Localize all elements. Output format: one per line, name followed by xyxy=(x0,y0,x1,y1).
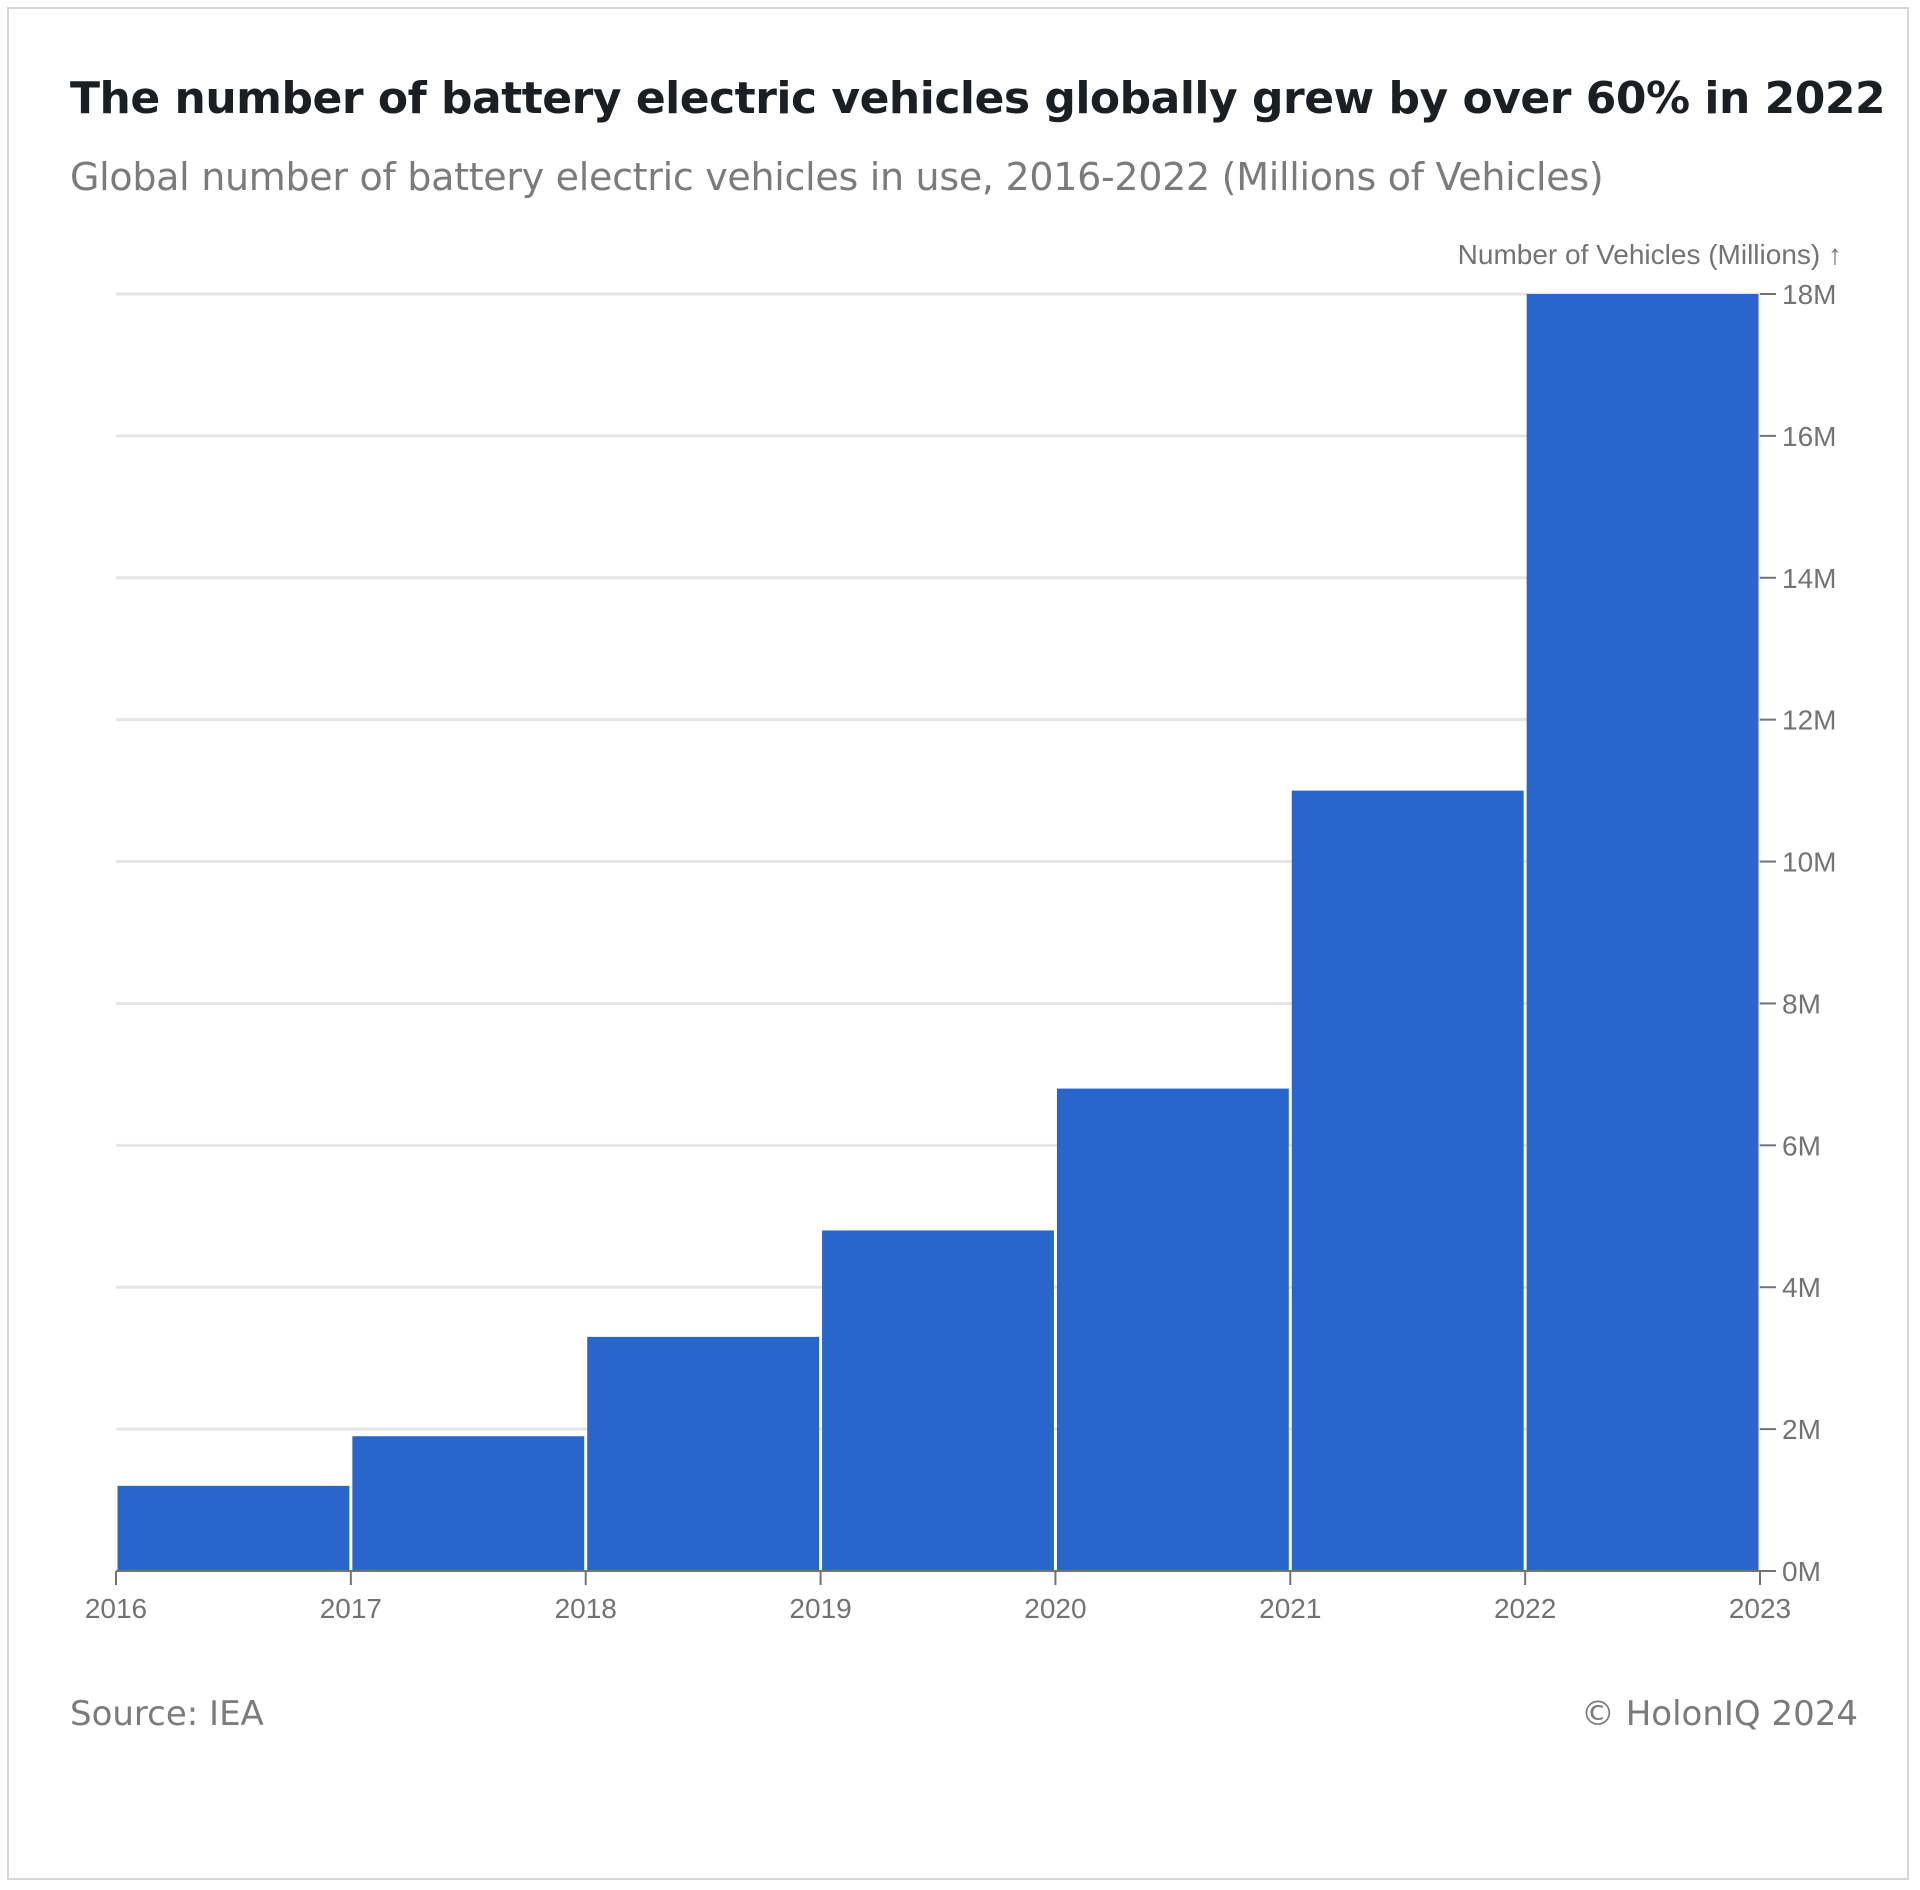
bar-2016[interactable] xyxy=(117,1485,350,1571)
bar-2019[interactable] xyxy=(822,1230,1054,1571)
y-tick-label: 4M xyxy=(1782,1272,1821,1303)
bar-2017[interactable] xyxy=(352,1436,585,1571)
x-tick-label: 2022 xyxy=(1494,1593,1556,1624)
bar-2018[interactable] xyxy=(587,1336,820,1571)
chart-subtitle: Global number of battery electric vehicl… xyxy=(70,155,1604,199)
copyright-note: © HolonIQ 2024 xyxy=(1580,1694,1858,1734)
bar-2022[interactable] xyxy=(1526,294,1759,1571)
y-tick-label: 18M xyxy=(1782,279,1836,310)
y-tick-label: 10M xyxy=(1782,847,1836,878)
y-tick-label: 2M xyxy=(1782,1414,1821,1445)
x-tick-label: 2020 xyxy=(1024,1593,1086,1624)
x-tick-label: 2023 xyxy=(1729,1593,1791,1624)
y-tick-label: 0M xyxy=(1782,1556,1821,1587)
y-tick-label: 16M xyxy=(1782,421,1836,452)
x-tick-label: 2017 xyxy=(320,1593,382,1624)
y-tick-label: 6M xyxy=(1782,1130,1821,1161)
y-tick-label: 14M xyxy=(1782,563,1836,594)
x-tick-label: 2018 xyxy=(555,1593,617,1624)
y-axis-title: Number of Vehicles (Millions) ↑ xyxy=(1458,239,1842,270)
source-note: Source: IEA xyxy=(70,1694,264,1734)
chart-title: The number of battery electric vehicles … xyxy=(70,73,1886,124)
x-tick-label: 2021 xyxy=(1259,1593,1321,1624)
x-tick-label: 2019 xyxy=(789,1593,851,1624)
bars xyxy=(117,294,1759,1571)
axes: 2016 2017 2018 2019 2020 2021 2022 2023 0M 2M 4M 6M… xyxy=(85,279,1837,1624)
y-tick-label: 12M xyxy=(1782,705,1836,736)
bar-2021[interactable] xyxy=(1291,790,1524,1571)
bar-2020[interactable] xyxy=(1056,1088,1289,1571)
y-tick-label: 8M xyxy=(1782,988,1821,1019)
x-tick-label: 2016 xyxy=(85,1593,147,1624)
